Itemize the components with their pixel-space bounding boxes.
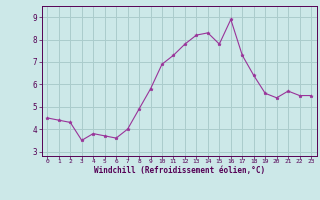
X-axis label: Windchill (Refroidissement éolien,°C): Windchill (Refroidissement éolien,°C) — [94, 166, 265, 175]
